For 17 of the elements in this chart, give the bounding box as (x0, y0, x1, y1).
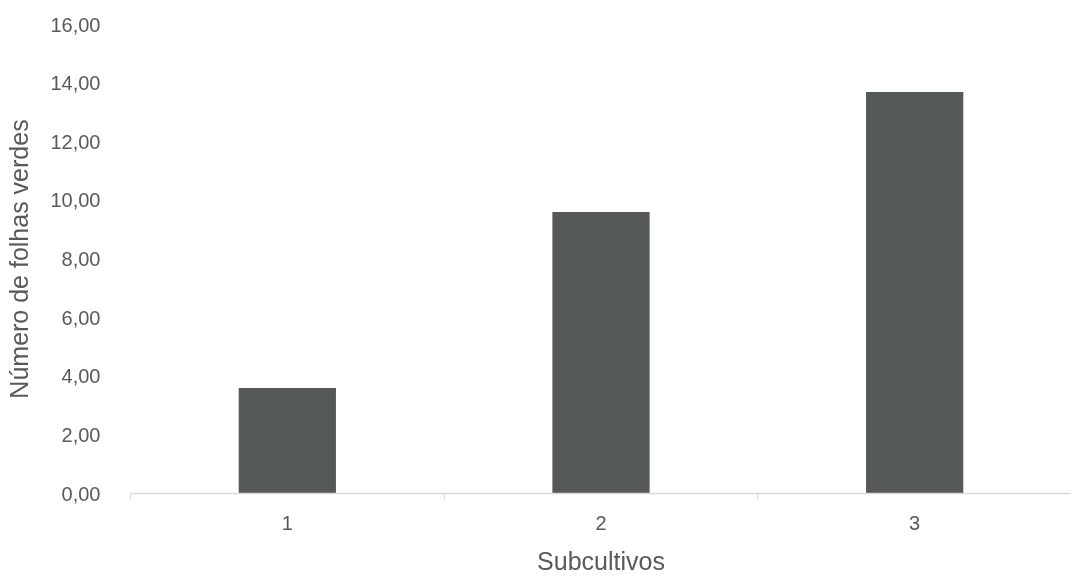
y-tick-label: 14,00 (50, 72, 101, 95)
x-axis-title: Subcultivos (537, 546, 665, 575)
y-tick-label: 10,00 (50, 189, 101, 212)
x-tick-label: 3 (909, 511, 921, 534)
y-tick-label: 8,00 (61, 248, 101, 270)
bar (866, 91, 964, 494)
y-tick-label: 0,00 (61, 482, 101, 505)
y-tick-label: 4,00 (61, 365, 101, 388)
y-tick-label: 16,00 (50, 13, 101, 36)
bar (552, 212, 650, 494)
x-tick-label: 1 (281, 511, 293, 534)
bar (238, 387, 336, 494)
y-tick-label: 6,00 (61, 306, 101, 329)
y-tick-label: 2,00 (61, 423, 101, 446)
y-axis-title: Número de folhas verdes (5, 119, 34, 399)
x-tick-label: 2 (595, 511, 607, 534)
y-tick-label: 12,00 (50, 130, 101, 153)
